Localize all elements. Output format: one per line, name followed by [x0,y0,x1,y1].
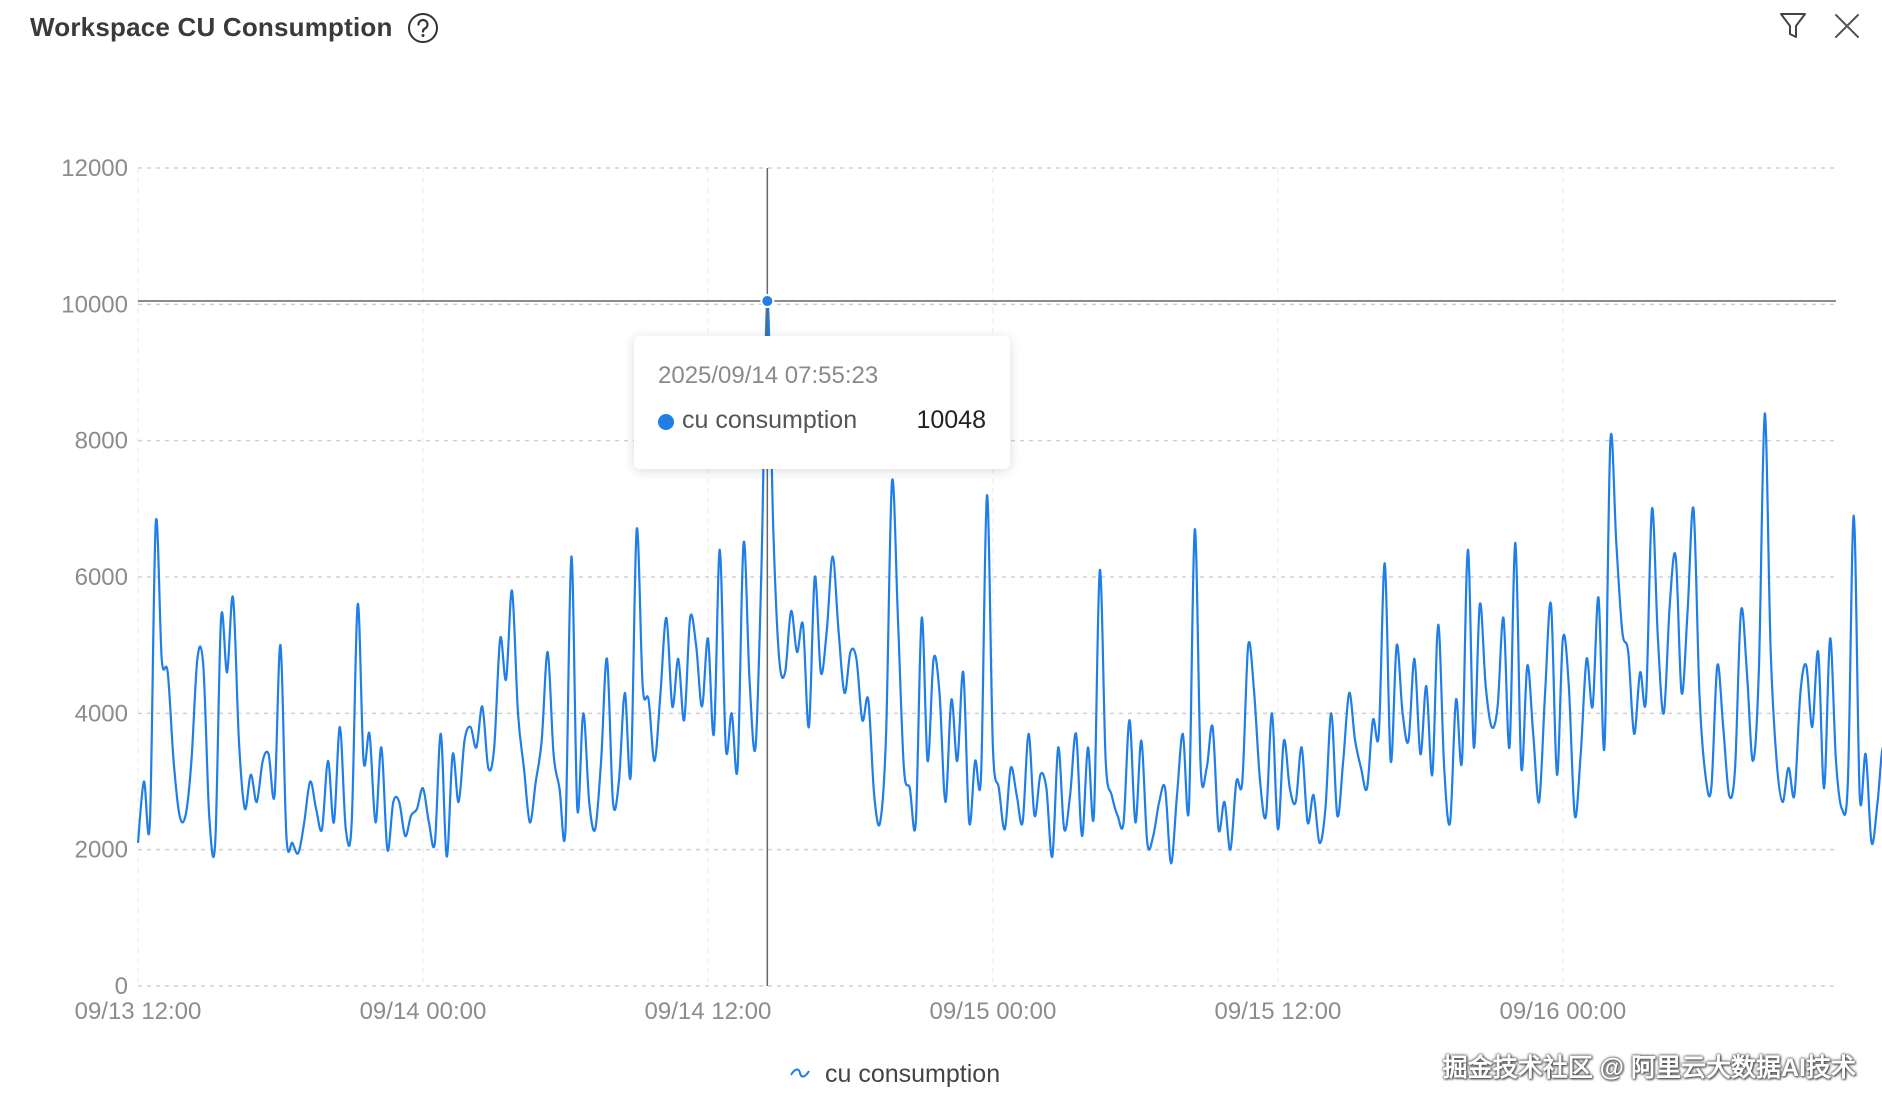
y-tick-label: 6000 [75,564,128,591]
tooltip: 2025/09/14 07:55:23 cu consumption 10048 [634,336,1010,469]
grid-lines [137,167,1836,987]
panel-header: Workspace CU Consumption [0,0,1882,60]
x-tick-label: 09/16 00:00 [1499,998,1626,1025]
watermark: 掘金技术社区 @ 阿里云大数据AI技术 [1442,1054,1856,1082]
x-axis-labels: 09/13 12:00 09/14 00:00 09/14 12:00 09/15 0… [75,998,1627,1025]
y-tick-label: 10000 [61,291,128,318]
hover-point[interactable] [760,294,775,309]
y-tick-label: 2000 [75,837,128,864]
y-tick-label: 0 [115,973,128,1000]
y-axis-labels: 0 2000 4000 6000 8000 10000 12000 [61,155,128,1000]
y-tick-label: 4000 [75,700,128,727]
y-tick-label: 12000 [61,155,128,182]
help-icon[interactable] [407,12,439,44]
tooltip-series-name: cu consumption [682,406,858,434]
filter-icon[interactable] [1778,10,1808,42]
legend-label: cu consumption [825,1060,1001,1088]
y-tick-label: 8000 [75,428,128,455]
line-series-icon [790,1068,810,1078]
tooltip-time: 2025/09/14 07:55:23 [658,362,879,389]
series-line-cu-consumption[interactable] [136,299,1882,871]
x-tick-label: 09/13 12:00 [75,998,202,1025]
x-tick-label: 09/15 12:00 [1215,998,1342,1025]
x-tick-label: 09/14 00:00 [360,998,487,1025]
panel-title: Workspace CU Consumption [30,12,393,42]
tooltip-value: 10048 [916,406,986,434]
close-icon[interactable] [1833,12,1861,40]
x-tick-label: 09/14 12:00 [645,998,772,1025]
tooltip-series-dot [658,414,674,430]
x-tick-label: 09/15 00:00 [930,998,1057,1025]
